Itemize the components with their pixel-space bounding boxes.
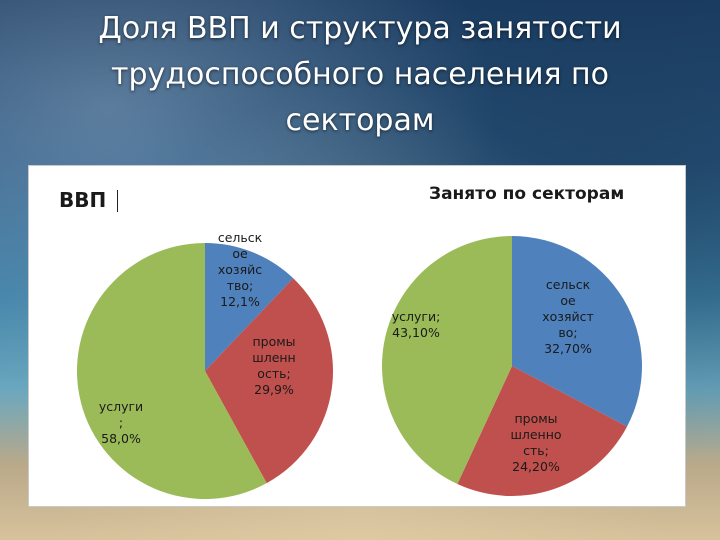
pie-slice-employment-agriculture [512, 236, 642, 427]
pie-slice-gdp-services [77, 243, 267, 499]
pie-charts-canvas: сельск ое хозяйс тво; 12,1% промы шленн ость; 29… [77, 230, 642, 499]
data-label-employment-industry: промы шленно сть; 24,20% [510, 411, 561, 474]
slide-title: Доля ВВП и структура занятости трудоспос… [98, 11, 622, 138]
chart-title-gdp: ВВП [59, 188, 107, 212]
data-label-employment-services: услуги; 43,10% [392, 309, 441, 340]
charts-panel: ВВП Занято по секторам сельск ое хозяйс тво… [28, 165, 686, 507]
data-label-gdp-industry: промы шленн ость; 29,9% [252, 334, 295, 397]
pie-slice-employment-services [381, 236, 512, 484]
chart-title-employment: Занято по секторам [429, 184, 625, 204]
text-cursor [117, 190, 118, 212]
pie-slice-employment-industry [457, 366, 628, 496]
pie-slice-gdp-industry [205, 278, 333, 484]
data-label-gdp-agriculture: сельск ое хозяйс тво; 12,1% [218, 230, 263, 309]
data-label-gdp-services: услуги; 58,0% [99, 399, 143, 446]
pie-slice-gdp-agriculture [205, 243, 294, 371]
data-label-employment-agriculture: сельск ое хозяйст во; 32,70% [542, 277, 594, 356]
